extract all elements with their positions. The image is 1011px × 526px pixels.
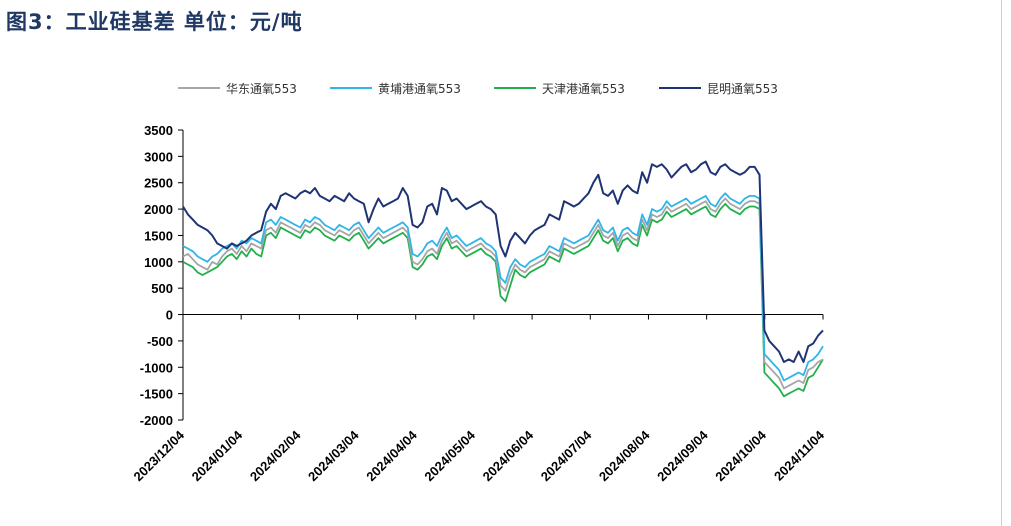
series-group [182,160,824,398]
x-tick-label: 2024/02/04 [247,427,304,484]
x-tick-label: 2024/03/04 [305,427,362,484]
y-axis: 3500 3000 2500 2000 1500 1000 500 0 -500 -1000 -15… [140,123,184,428]
y-tick-label: 2000 [144,202,173,217]
y-tick-label: -500 [147,334,173,349]
series-line-2 [182,202,824,398]
x-axis: 2023/12/04 2024/01/04 2024/02/04 2024/03/04… [130,314,828,484]
y-tick-label: 0 [166,308,173,323]
legend-label-2: 天津港通氧553 [542,82,625,96]
y-tick-label: 1500 [144,228,173,243]
legend: 华东通氧553 黄埔港通氧553 天津港通氧553 昆明通氧553 [178,82,778,96]
x-tick-label: 2024/07/04 [538,427,595,484]
x-tick-label: 2024/08/04 [596,427,653,484]
x-tick-label: 2024/11/04 [771,427,828,484]
y-tick-label: -1000 [140,360,173,375]
y-tick-label: 3500 [144,123,173,138]
series-line-3 [182,160,824,363]
legend-label-3: 昆明通氧553 [707,82,778,96]
series-line-0 [182,197,824,390]
x-tick-label: 2024/06/04 [480,427,537,484]
y-tick-label: 500 [151,281,173,296]
legend-label-1: 黄埔港通氧553 [378,82,461,96]
y-tick-label: 2500 [144,176,173,191]
x-tick-label: 2024/05/04 [421,427,478,484]
x-tick-label: 2024/01/04 [189,427,246,484]
series-line-1 [182,192,824,382]
x-tick-label: 2023/12/04 [130,427,187,484]
y-tick-label: 1000 [144,255,173,270]
y-tick-label: -1500 [140,387,173,402]
y-tick-label: 3000 [144,149,173,164]
y-tick-label: -2000 [140,413,173,428]
chart-title: 图3：工业硅基差 单位：元/吨 [6,10,303,34]
x-tick-label: 2024/10/04 [712,427,769,484]
x-tick-label: 2024/04/04 [363,427,420,484]
x-tick-label: 2024/09/04 [654,427,711,484]
legend-label-0: 华东通氧553 [226,82,297,96]
